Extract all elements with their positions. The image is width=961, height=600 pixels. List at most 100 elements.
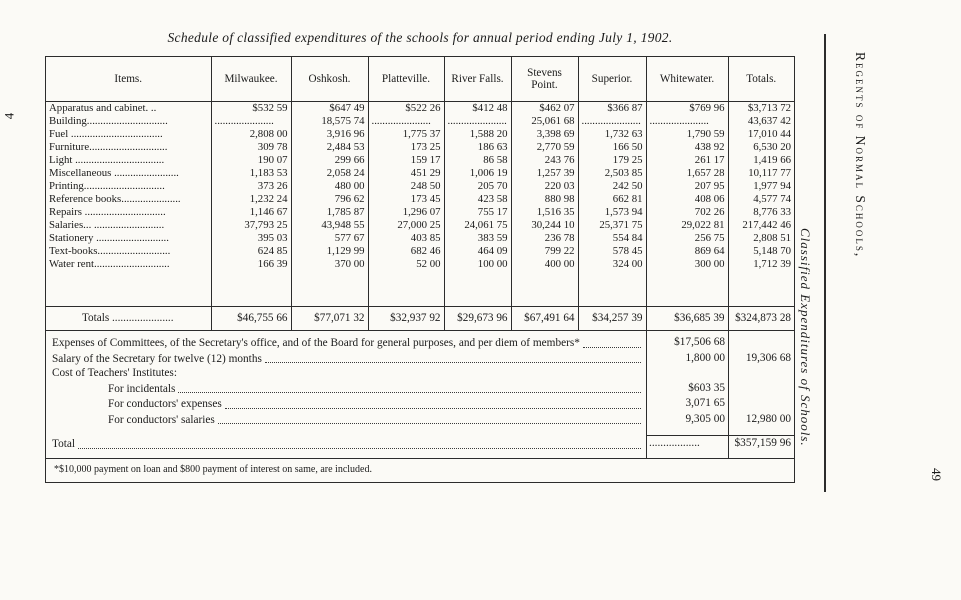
amount-cell: 1,183 53 — [210, 166, 291, 180]
amount-cell: $532 59 — [210, 101, 291, 115]
column-header-whitewater: Whitewater. — [645, 57, 728, 102]
summary-amount: 1,800 00 — [646, 350, 728, 366]
item-label: Building.............................. — [49, 114, 168, 127]
amount-cell: 395 03 — [210, 231, 291, 245]
page-title: Schedule of classified expenditures of t… — [167, 30, 673, 45]
amount-cell: 236 78 — [510, 231, 578, 245]
amount-cell: 2,058 24 — [290, 166, 368, 180]
amount-cell: 1,977 94 — [727, 179, 794, 193]
amount-cell: 682 46 — [367, 244, 444, 258]
amount-cell: $647 49 — [290, 101, 368, 115]
amount-cell: 1,006 19 — [443, 166, 511, 180]
summary-amount — [646, 366, 728, 381]
amount-cell: 248 50 — [367, 179, 444, 193]
table-row: Repairs .............................. 1,… — [46, 205, 794, 219]
amount-cell: 25,371 75 — [577, 218, 646, 232]
amount-cell: $366 87 — [577, 101, 646, 115]
table-row: Text-books........................... 624… — [46, 244, 794, 258]
amount-cell: 1,775 37 — [367, 127, 444, 141]
item-label: Repairs .............................. — [49, 205, 166, 218]
dot-leader — [582, 346, 641, 348]
dot-leader — [78, 447, 641, 449]
spacer-cell — [510, 270, 578, 307]
amount-cell: 37,793 25 — [210, 218, 291, 232]
amount-cell: $769 96 — [645, 101, 728, 115]
dot-leader — [224, 407, 641, 409]
totals-amount-cell: $46,755 66 — [210, 306, 291, 330]
amount-cell: 309 78 — [210, 140, 291, 154]
totals-amount-cell: $29,673 96 — [443, 306, 511, 330]
amount-cell: 3,398 69 — [510, 127, 578, 141]
amount-cell: 220 03 — [510, 179, 578, 193]
summary-total: 12,980 00 — [728, 411, 794, 427]
item-label: Miscellaneous ........................ — [49, 166, 179, 179]
spacer-cell — [577, 270, 646, 307]
amount-cell: 24,061 75 — [443, 218, 511, 232]
item-label: Fuel .................................. — [49, 127, 163, 140]
summary-text: For conductors' salaries — [46, 412, 646, 428]
totals-amount-cell: $77,071 32 — [290, 306, 368, 330]
column-header-river-falls: River Falls. — [443, 57, 511, 102]
spacer-cell — [46, 271, 211, 307]
dot-leader — [178, 392, 641, 393]
column-header-platteville: Platteville. — [367, 57, 444, 102]
amount-cell: 17,010 44 — [727, 127, 794, 141]
summary-line: Expenses of Committees, of the Secretary… — [46, 335, 794, 351]
summary-total — [728, 451, 794, 458]
summary-label: For incidentals — [108, 382, 176, 395]
amount-cell: 166 50 — [577, 140, 646, 154]
summary-amount: $17,506 68 — [646, 335, 728, 351]
amount-cell: 451 29 — [367, 166, 444, 180]
table-row: Apparatus and cabinet. .. $532 59 $647 49 $… — [46, 101, 794, 115]
amount-cell: 796 62 — [290, 192, 368, 206]
amount-cell: 27,000 25 — [367, 218, 444, 232]
amount-cell: 1,732 63 — [577, 127, 646, 141]
amount-cell: 1,712 39 — [727, 257, 794, 271]
summary-amount: 9,305 00 — [646, 411, 728, 427]
item-label: Light ................................. — [49, 153, 165, 166]
summary-total: $357,159 96 — [728, 435, 794, 452]
summary-text — [46, 452, 646, 458]
column-header-superior: Superior. — [577, 57, 646, 102]
item-label: Printing.............................. — [49, 179, 165, 192]
amount-cell: 166 39 — [210, 257, 291, 271]
table-row: Water rent............................ 16… — [46, 257, 794, 271]
amount-cell: 205 70 — [443, 179, 511, 193]
spacer-cell — [727, 270, 794, 307]
summary-total — [728, 396, 794, 412]
table-row: Stationery ........................... 39… — [46, 231, 794, 245]
page-number: 49 — [929, 468, 944, 481]
summary-text: Expenses of Committees, of the Secretary… — [46, 335, 646, 351]
summary-text: Total — [46, 435, 646, 452]
amount-cell: 1,129 99 — [290, 244, 368, 258]
summary-amount — [646, 451, 728, 458]
summary-line: Cost of Teachers' Institutes: — [46, 366, 794, 381]
table-row: Light ................................. 1… — [46, 153, 794, 167]
amount-cell: 86 58 — [443, 153, 511, 167]
amount-cell: $462 07 — [510, 101, 578, 115]
amount-cell: 52 00 — [367, 257, 444, 271]
summary-text — [46, 427, 646, 435]
amount-cell: 30,244 10 — [510, 218, 578, 232]
amount-cell: 383 59 — [443, 231, 511, 245]
right-vertical-rule — [824, 34, 826, 492]
amount-cell: 480 00 — [290, 179, 368, 193]
amount-cell: 243 76 — [510, 153, 578, 167]
summary-total — [728, 427, 794, 435]
summary-spacer — [46, 331, 794, 335]
amount-cell: 1,146 67 — [210, 205, 291, 219]
summary-label: Expenses of Committees, of the Secretary… — [52, 337, 580, 349]
amount-cell: 400 00 — [510, 257, 578, 271]
totals-amount-cell: $67,491 64 — [510, 306, 578, 330]
column-header-oshkosh: Oshkosh. — [290, 57, 368, 102]
summary-line: Total.................. $357,159 96 — [46, 435, 794, 452]
summary-amount: 3,071 65 — [646, 396, 728, 412]
amount-cell: 1,573 94 — [577, 205, 646, 219]
column-header-stevens-point: Stevens Point. — [510, 57, 578, 102]
amount-cell: 159 17 — [367, 153, 444, 167]
amount-cell: 408 06 — [645, 192, 728, 206]
amount-cell: 423 58 — [443, 192, 511, 206]
amount-cell: 1,785 87 — [290, 205, 368, 219]
amount-cell: 179 25 — [577, 153, 646, 167]
spacer-cell — [210, 270, 291, 307]
